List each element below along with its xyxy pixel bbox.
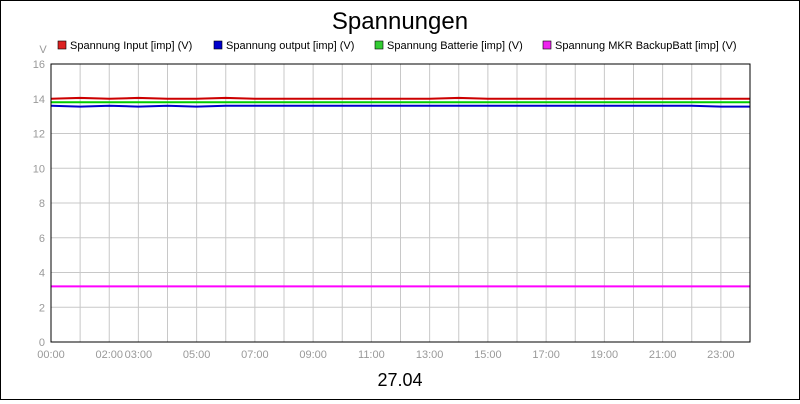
x-tick-label: 05:00 <box>183 349 211 361</box>
x-tick-label: 09:00 <box>299 349 327 361</box>
y-tick-label: 16 <box>33 59 45 71</box>
y-tick-label: 10 <box>33 163 45 175</box>
x-tick-label: 11:00 <box>358 349 385 361</box>
x-tick-label: 17:00 <box>532 349 560 361</box>
x-tick-label: 21:00 <box>649 349 677 361</box>
y-tick-label: 6 <box>39 233 45 245</box>
legend-entry-label: Spannung Input [imp] (V) <box>70 40 192 52</box>
y-tick-label: 14 <box>33 94 45 106</box>
x-tick-label: 19:00 <box>591 349 619 361</box>
legend-entry-label: Spannung Batterie [imp] (V) <box>387 40 523 52</box>
y-axis-ticks: 0 2 4 6 8 10 12 14 16 <box>33 59 45 349</box>
y-tick-label: 12 <box>33 129 45 141</box>
chart-title: Spannungen <box>332 8 468 35</box>
grid <box>51 63 750 343</box>
y-tick-label: 2 <box>39 302 45 314</box>
legend-entry-label: Spannung MKR BackupBatt [imp] (V) <box>555 40 737 52</box>
series-line <box>50 104 750 108</box>
legend: Spannung Input [imp] (V) Spannung output … <box>57 40 737 52</box>
legend-swatch <box>542 40 552 50</box>
series-lines <box>50 96 750 288</box>
x-tick-label: 03:00 <box>125 349 153 361</box>
y-axis-unit-label: V <box>39 44 47 56</box>
x-axis-date-label: 27.04 <box>377 370 422 390</box>
legend-entry-label: Spannung output [imp] (V) <box>226 40 354 52</box>
x-tick-label: 13:00 <box>416 349 444 361</box>
x-tick-label: 02:00 <box>95 349 123 361</box>
plot-area-border <box>50 63 751 343</box>
legend-swatch <box>57 40 67 50</box>
series-line <box>50 96 750 100</box>
x-tick-label: 00:00 <box>37 349 65 361</box>
y-tick-label: 0 <box>39 337 45 349</box>
legend-swatch <box>213 40 223 50</box>
y-tick-label: 4 <box>39 268 45 280</box>
legend-swatch <box>374 40 384 50</box>
x-tick-label: 15:00 <box>474 349 502 361</box>
x-tick-label: 07:00 <box>241 349 269 361</box>
x-tick-label: 23:00 <box>707 349 735 361</box>
x-axis-ticks: 00:00 02:00 03:00 05:00 07:00 09:00 11:00 13:00… <box>37 349 734 361</box>
y-tick-label: 8 <box>39 198 45 210</box>
